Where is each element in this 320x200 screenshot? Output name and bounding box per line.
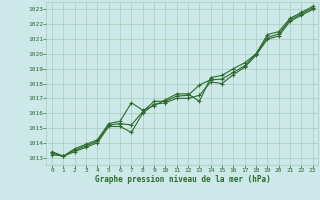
X-axis label: Graphe pression niveau de la mer (hPa): Graphe pression niveau de la mer (hPa) (94, 175, 270, 184)
